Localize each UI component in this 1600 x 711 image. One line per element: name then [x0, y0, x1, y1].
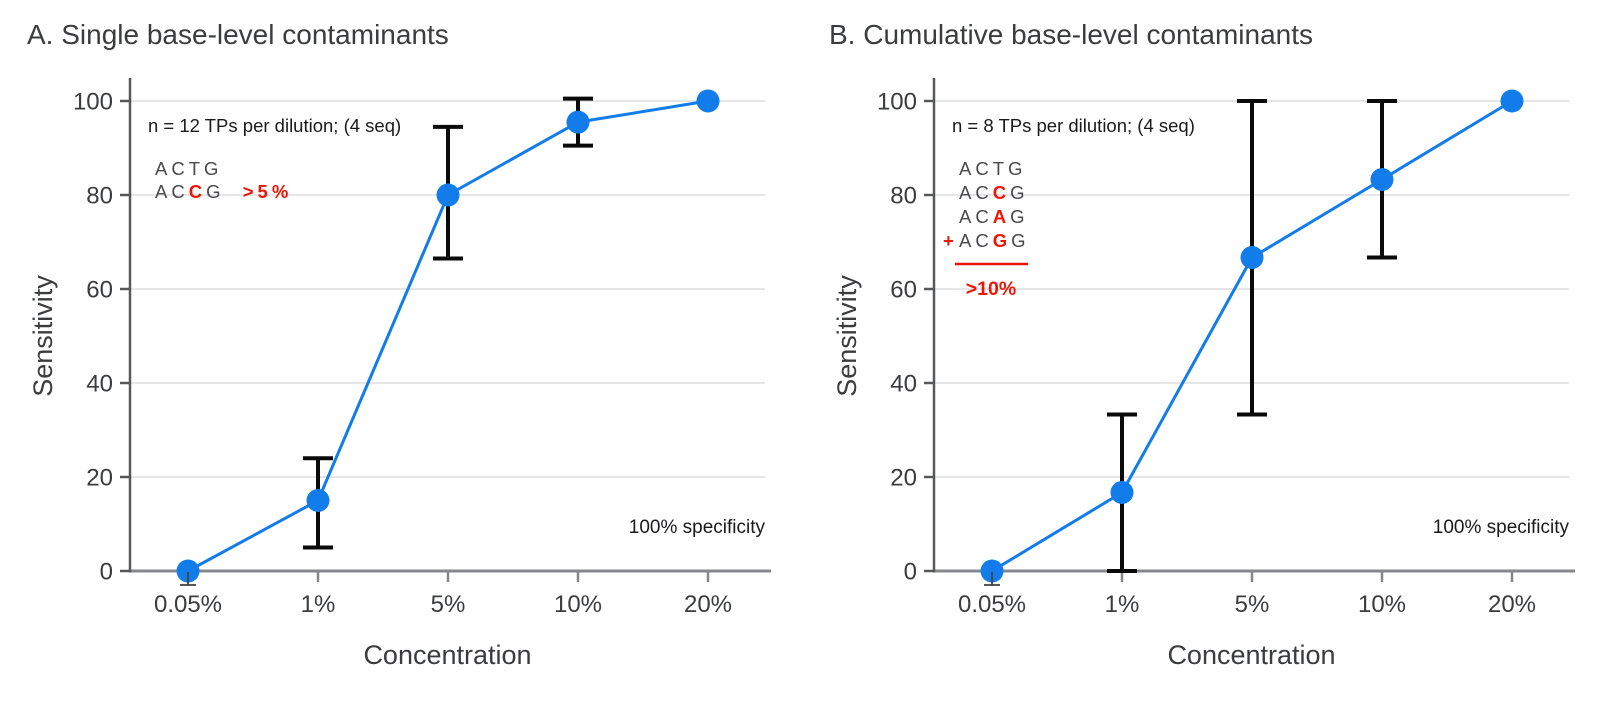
data-point: [176, 559, 200, 583]
threshold-label: >10%: [966, 278, 1016, 300]
y-tick-label: 20: [890, 464, 917, 491]
x-tick-label: 1%: [1105, 591, 1140, 618]
x-tick-label: 1%: [301, 591, 336, 618]
specificity-note: 100% specificity: [629, 517, 766, 538]
x-tick-label: 0.05%: [154, 591, 222, 618]
x-axis-title: Concentration: [363, 640, 531, 670]
sequence-line: ACCG >5%: [155, 181, 292, 202]
data-point: [696, 89, 720, 113]
y-tick-label: 60: [890, 276, 917, 303]
y-tick-label: 100: [877, 88, 917, 115]
data-point: [1370, 167, 1394, 191]
sample-size-note: n = 8 TPs per dilution; (4 seq): [952, 115, 1195, 136]
x-tick-label: 20%: [1488, 591, 1536, 618]
panel-a: 0 20 40 60 80 100 0.05% 1% 5% 10% 20% Concentration…: [28, 78, 771, 670]
x-tick-label: 20%: [684, 591, 732, 618]
y-tick-label: 80: [890, 182, 917, 209]
x-axis-title: Concentration: [1167, 640, 1335, 670]
y-tick-label: 40: [890, 370, 917, 397]
sequence-line: ACGG: [959, 230, 1029, 251]
sequence-line: ACTG: [959, 158, 1026, 179]
data-point: [1110, 481, 1134, 505]
panel-b: 0 20 40 60 80 100 0.05% 1% 5% 10% 20% Concentration…: [832, 78, 1575, 670]
data-point: [1500, 89, 1524, 113]
data-point: [980, 559, 1004, 583]
y-tick-label: 100: [73, 88, 113, 115]
y-tick-label: 0: [904, 558, 917, 585]
specificity-note: 100% specificity: [1433, 517, 1570, 538]
data-point: [1240, 246, 1264, 270]
x-tick-label: 0.05%: [958, 591, 1026, 618]
y-axis-title: Sensitivity: [28, 275, 58, 397]
panel-a-title: A. Single base-level contaminants: [27, 19, 449, 50]
sequence-line: ACCG: [959, 182, 1028, 203]
y-tick-label: 80: [86, 182, 113, 209]
x-tick-label: 10%: [1358, 591, 1406, 618]
data-point: [566, 110, 590, 134]
data-point: [436, 183, 460, 207]
x-tick-label: 10%: [554, 591, 602, 618]
y-tick-label: 20: [86, 464, 113, 491]
sample-size-note: n = 12 TPs per dilution; (4 seq): [148, 115, 401, 136]
x-tick-label: 5%: [431, 591, 466, 618]
sequence-line: ACTG: [155, 158, 222, 179]
y-tick-label: 0: [100, 558, 113, 585]
y-tick-label: 40: [86, 370, 113, 397]
y-axis-title: Sensitivity: [832, 275, 862, 397]
panel-b-title: B. Cumulative base-level contaminants: [829, 19, 1314, 50]
sequence-line: ACAG: [959, 206, 1028, 227]
y-tick-label: 60: [86, 276, 113, 303]
sequence-sum-plus: +: [943, 230, 954, 251]
x-tick-label: 5%: [1235, 591, 1270, 618]
data-point: [306, 489, 330, 512]
